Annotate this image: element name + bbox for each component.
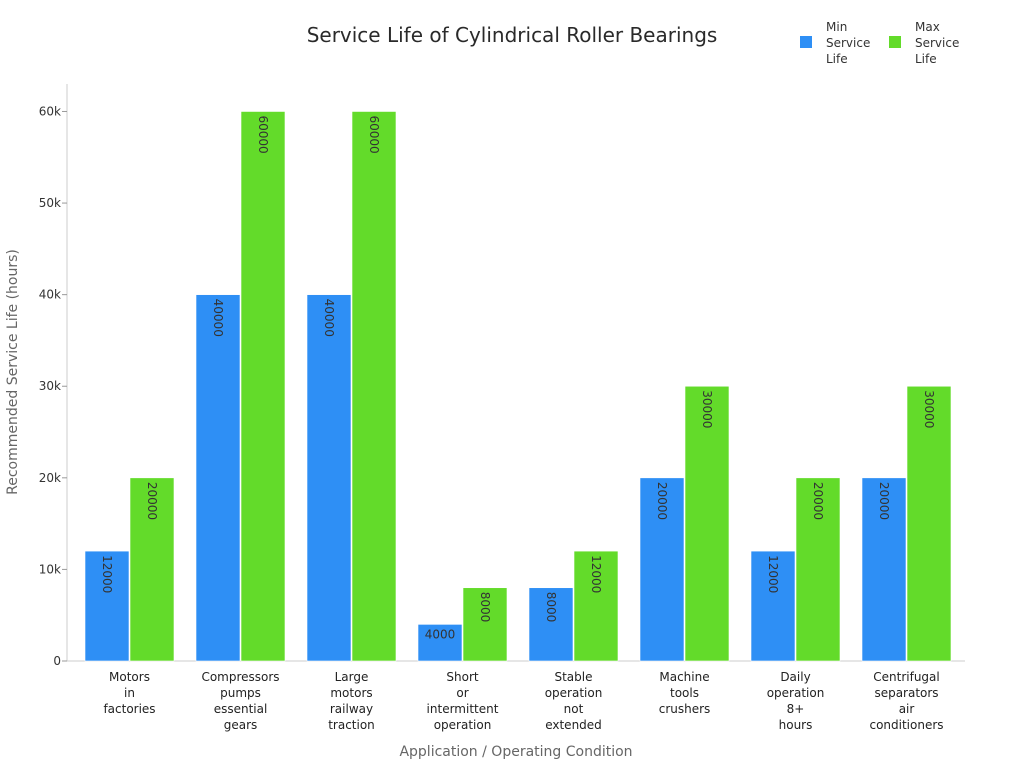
x-category-label-line: air — [899, 702, 915, 716]
x-category-label: Compressors pumps essential gears — [201, 670, 279, 732]
x-category-label-line: motors — [330, 686, 372, 700]
x-category-label-line: Large — [335, 670, 369, 684]
legend-label: Life — [826, 52, 848, 66]
data-label: 60000 — [256, 115, 270, 153]
x-category-label-line: operation — [545, 686, 603, 700]
legend-label: Min — [826, 20, 847, 34]
x-category-label-line: pumps — [220, 686, 261, 700]
bar-max-1 — [240, 111, 286, 662]
data-label: 20000 — [655, 482, 669, 520]
x-category-label-line: Motors — [109, 670, 150, 684]
x-category-label-line: Stable — [554, 670, 592, 684]
bars: 12000 20000 40000 60000 40000 60000 4000 8000 80… — [84, 111, 952, 662]
bar-min-4 — [528, 587, 574, 662]
data-label: 20000 — [145, 482, 159, 520]
x-category-label-line: Daily — [780, 670, 810, 684]
data-label: 20000 — [811, 482, 825, 520]
legend-swatch — [800, 36, 812, 48]
x-category-label-line: separators — [874, 686, 938, 700]
x-category-label-line: operation — [434, 718, 492, 732]
data-label: 40000 — [322, 299, 336, 337]
y-tick-label: 0 — [53, 654, 61, 668]
y-tick-label: 20k — [39, 471, 61, 485]
data-label: 12000 — [100, 555, 114, 593]
data-label: 8000 — [478, 592, 492, 623]
data-label: 12000 — [589, 555, 603, 593]
bar-min-6 — [750, 550, 796, 662]
x-category-label-line: not — [564, 702, 584, 716]
x-category-label-line: hours — [779, 718, 813, 732]
x-category-label: Motors in factories — [103, 670, 155, 716]
bar-max-5 — [684, 385, 730, 662]
x-axis-category-labels: Motors in factories Compressors pumps essenti… — [103, 670, 943, 732]
data-label: 12000 — [766, 555, 780, 593]
data-label: 40000 — [211, 299, 225, 337]
legend-swatch — [889, 36, 901, 48]
x-category-label-line: Centrifugal — [873, 670, 939, 684]
bar-max-6 — [795, 477, 841, 662]
x-category-label-line: essential — [214, 702, 268, 716]
bar-min-5 — [639, 477, 685, 662]
y-tick-label: 30k — [39, 379, 61, 393]
x-category-label-line: tools — [670, 686, 699, 700]
x-category-label-line: railway — [330, 702, 373, 716]
bar-min-2 — [306, 294, 352, 662]
x-category-label: Daily operation 8+ hours — [767, 670, 825, 732]
x-category-label-line: 8+ — [787, 702, 805, 716]
bar-max-0 — [129, 477, 175, 662]
bar-max-2 — [351, 111, 397, 662]
bar-max-3 — [462, 587, 508, 662]
bar-max-7 — [906, 385, 952, 662]
x-category-label: Machine tools crushers — [659, 670, 711, 716]
legend-label: Service — [915, 36, 959, 50]
data-label: 60000 — [367, 115, 381, 153]
x-category-label-line: factories — [103, 702, 155, 716]
x-axis-title: Application / Operating Condition — [399, 744, 632, 760]
y-tick-label: 10k — [39, 562, 61, 576]
x-category-label-line: operation — [767, 686, 825, 700]
legend-label: Life — [915, 52, 937, 66]
x-category-label-line: traction — [328, 718, 375, 732]
bar-min-0 — [84, 550, 130, 662]
y-axis-ticks: 0 10k 20k 30k 40k 50k 60k — [39, 104, 67, 668]
x-category-label: Stable operation not extended — [545, 670, 603, 732]
bar-max-4 — [573, 550, 619, 662]
y-tick-label: 50k — [39, 196, 61, 210]
y-tick-label: 60k — [39, 104, 61, 118]
data-label: 30000 — [700, 390, 714, 428]
x-category-label: Large motors railway traction — [328, 670, 375, 732]
legend-label: Service — [826, 36, 870, 50]
x-category-label-line: Compressors — [201, 670, 279, 684]
x-category-label-line: or — [456, 686, 468, 700]
bar-min-3 — [417, 624, 463, 662]
legend-label: Max — [915, 20, 940, 34]
y-tick-label: 40k — [39, 288, 61, 302]
y-axis-title: Recommended Service Life (hours) — [5, 249, 21, 495]
legend-item-max: Max Service Life — [889, 20, 959, 66]
data-label: 20000 — [877, 482, 891, 520]
data-label: 8000 — [544, 592, 558, 623]
legend-item-min: Min Service Life — [800, 20, 870, 66]
x-category-label-line: crushers — [659, 702, 711, 716]
bar-min-7 — [861, 477, 907, 662]
x-category-label-line: Short — [446, 670, 478, 684]
x-category-label: Short or intermittent operation — [427, 670, 499, 732]
data-label: 30000 — [922, 390, 936, 428]
data-label: 4000 — [425, 627, 456, 641]
x-category-label-line: Machine — [659, 670, 709, 684]
x-category-label: Centrifugal separators air conditioners — [869, 670, 943, 732]
bar-min-1 — [195, 294, 241, 662]
x-category-label-line: in — [124, 686, 135, 700]
x-category-label-line: extended — [545, 718, 602, 732]
x-category-label-line: intermittent — [427, 702, 499, 716]
chart-title: Service Life of Cylindrical Roller Beari… — [307, 23, 718, 47]
x-category-label-line: conditioners — [869, 718, 943, 732]
x-category-label-line: gears — [224, 718, 258, 732]
legend: Min Service Life Max Service Life — [800, 20, 959, 66]
